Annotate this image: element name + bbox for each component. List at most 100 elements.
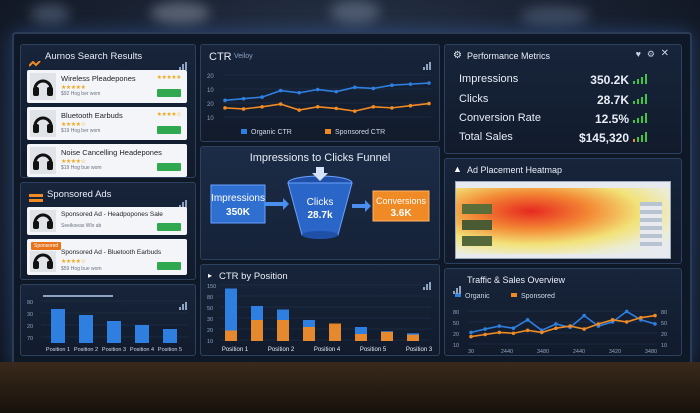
y-tick-label: 10 bbox=[207, 116, 214, 122]
y-tick-label: 80 bbox=[27, 300, 33, 306]
sponsored-bar bbox=[225, 330, 237, 341]
chevron-right-icon: ▸ bbox=[208, 271, 213, 280]
search-results-title: Aurnos Search Results bbox=[45, 51, 143, 62]
result-name[interactable]: Noise Cancelling Headepones bbox=[61, 148, 162, 157]
y-tick-label: 20 bbox=[207, 74, 214, 80]
buy-button[interactable] bbox=[157, 223, 181, 231]
result-meta: $19 Hog ber wom bbox=[61, 128, 101, 134]
sponsored-name[interactable]: Sponsored Ad - Headpopones Sale bbox=[61, 211, 163, 218]
arrow-icon bbox=[265, 198, 289, 210]
settings-icon[interactable]: ⚙ bbox=[646, 49, 655, 59]
result-name[interactable]: Bluetooth Earbuds bbox=[61, 111, 123, 120]
organic-series-point bbox=[497, 324, 502, 328]
x-tick-label: Position 1 bbox=[222, 347, 249, 353]
sponsored-series-point bbox=[653, 313, 657, 318]
sponsored-bar bbox=[355, 334, 367, 341]
sponsored-name[interactable]: Sponsored Ad - Bluetooth Earbuds bbox=[61, 249, 162, 256]
sponsored-ctr-series-point bbox=[278, 102, 283, 106]
sponsored-series-point bbox=[497, 330, 502, 335]
sponsored-series-point bbox=[539, 330, 544, 335]
x-tick-label: 2440 bbox=[573, 349, 585, 355]
headphones-icon bbox=[30, 147, 56, 174]
y-tick-label: 20 bbox=[27, 324, 33, 330]
funnel-body bbox=[287, 182, 353, 236]
result-name[interactable]: Wireless Pleadepones bbox=[61, 74, 136, 83]
funnel-diagram: Impressions to Clicks Funnel Impressions… bbox=[210, 152, 430, 239]
sponsored-series-point bbox=[469, 334, 473, 339]
organic-series-point bbox=[554, 322, 558, 326]
heatmap-image bbox=[455, 181, 671, 259]
metric-label: Impressions bbox=[459, 73, 519, 85]
ctr-panel: CTR Veiloy 20 10 20 10 Organic CTR Sponsored … bbox=[200, 44, 440, 142]
organic-series-point bbox=[525, 318, 530, 322]
heatmap-panel: ▲ Ad Placement Heatmap bbox=[444, 158, 682, 264]
position-bar-chart: 80 30 20 70 Position 1 Position 2 Position 3 Po… bbox=[27, 295, 189, 353]
metric-value: 12.5% bbox=[594, 112, 629, 126]
organic-series bbox=[470, 310, 656, 334]
sponsored-series-point bbox=[596, 322, 601, 326]
arrow-icon bbox=[352, 200, 371, 212]
traffic-title: Traffic & Sales Overview bbox=[467, 275, 566, 285]
sponsored-ctr-series-point bbox=[334, 106, 339, 111]
sponsored-ads-panel: Sponsored Ads Sponsored Ad - Headpopones… bbox=[20, 182, 196, 280]
y-tick-label-right: 20 bbox=[661, 332, 667, 338]
clicks-label: Clicks bbox=[307, 197, 334, 208]
sponsored-card-1[interactable]: Sponsored Ad - Headpopones Sale Seeikoea… bbox=[27, 207, 187, 235]
bar bbox=[135, 325, 149, 343]
metric-label: Conversion Rate bbox=[459, 112, 541, 124]
impressions-value: 350K bbox=[226, 207, 251, 218]
flame-icon: ▲ bbox=[453, 164, 462, 174]
organic-ctr-series-point bbox=[390, 83, 394, 87]
sponsored-card-2[interactable]: Sponsored Sponsored Ad - Bluetooth Earbu… bbox=[27, 239, 187, 275]
result-card-2[interactable]: Bluetooth Earbuds ★★★★☆ $19 Hog ber wom … bbox=[27, 107, 187, 140]
ctr-position-panel: ▸ CTR by Position 150 80 50 30 20 10 Position … bbox=[200, 264, 440, 356]
desk-surface bbox=[0, 362, 700, 413]
sponsored-bar bbox=[303, 327, 315, 341]
buy-button[interactable] bbox=[157, 163, 181, 171]
y-tick-label-right: 80 bbox=[661, 310, 667, 316]
rating-stars-right: ★★★★★ bbox=[156, 75, 182, 81]
result-card-1[interactable]: Wireless Pleadepones ★★★★★ $92 Hog ber w… bbox=[27, 70, 187, 103]
organic-ctr-series-point bbox=[297, 90, 301, 95]
result-card-3[interactable]: Noise Cancelling Headepones ★★★★☆ $19 Ho… bbox=[27, 144, 187, 177]
sponsored-series-point bbox=[624, 320, 629, 324]
mini-bars-icon bbox=[633, 132, 649, 142]
sponsored-ctr-series-point bbox=[353, 109, 357, 113]
thumb-side bbox=[640, 202, 662, 248]
performance-title: Performance Metrics bbox=[467, 51, 551, 61]
sponsored-series-point bbox=[568, 324, 572, 328]
gear-icon: ⚙ bbox=[453, 50, 462, 61]
signal-bars-icon bbox=[179, 52, 189, 70]
traffic-line-chart: Organic Sponsored 80 80 50 50 20 20 10 10 30 2440 34… bbox=[453, 293, 667, 355]
heart-icon[interactable]: ♥ bbox=[635, 49, 641, 59]
metric-impressions: Impressions 350.2K bbox=[459, 73, 649, 87]
sponsored-ctr-series-point bbox=[241, 107, 246, 111]
bar bbox=[107, 321, 121, 343]
funnel-panel: Impressions to Clicks Funnel Impressions… bbox=[200, 146, 440, 260]
organic-ctr-series-point bbox=[353, 85, 357, 90]
buy-button[interactable] bbox=[157, 262, 181, 270]
thumb-row bbox=[462, 236, 492, 246]
x-tick-label: Position 4 bbox=[314, 347, 341, 353]
sponsored-ctr-series-point bbox=[427, 101, 431, 106]
organic-ctr-series-point bbox=[315, 87, 320, 92]
y-tick-label-right: 50 bbox=[661, 321, 667, 327]
sponsored-bar bbox=[251, 320, 263, 341]
earbuds-icon bbox=[30, 110, 56, 137]
sponsored-bar bbox=[407, 334, 419, 341]
legend-label: Sponsored bbox=[521, 293, 555, 300]
x-tick-label: Position 4 bbox=[130, 347, 154, 353]
impressions-label: Impressions bbox=[211, 193, 265, 204]
close-icon[interactable]: ✕ bbox=[660, 48, 669, 59]
metric-value: 350.2K bbox=[590, 73, 629, 87]
organic-ctr-series-point bbox=[371, 86, 376, 91]
sponsored-series bbox=[470, 314, 656, 338]
bar bbox=[163, 329, 177, 343]
y-tick-label: 70 bbox=[27, 336, 33, 342]
conversions-box bbox=[372, 190, 430, 222]
buy-button[interactable] bbox=[157, 126, 181, 134]
position-bar-panel: 80 30 20 70 Position 1 Position 2 Position 3 Po… bbox=[20, 284, 196, 356]
buy-button[interactable] bbox=[157, 89, 181, 97]
signal-bars-icon bbox=[179, 292, 189, 310]
signal-bars-icon bbox=[423, 272, 433, 290]
